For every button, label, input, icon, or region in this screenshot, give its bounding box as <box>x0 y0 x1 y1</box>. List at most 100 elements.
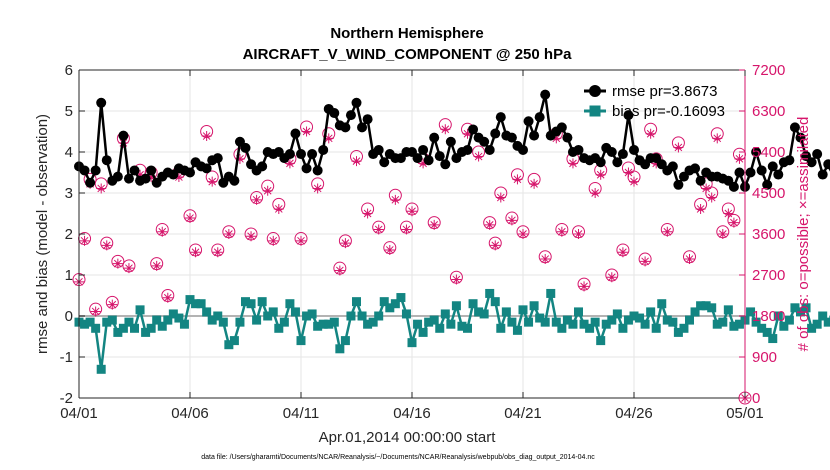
bias-point <box>324 319 334 329</box>
observation-count-markers <box>72 118 752 405</box>
assimilated-obs-marker <box>407 206 417 217</box>
bias-point <box>479 309 489 319</box>
rmse-point <box>506 132 517 143</box>
chart-title-line-2: AIRCRAFT_V_WIND_COMPONENT @ 250 hPa <box>243 46 573 63</box>
bias-point <box>662 315 672 325</box>
assimilated-obs-marker <box>234 153 245 164</box>
assimilated-obs-marker <box>373 224 384 235</box>
assimilated-obs-marker <box>717 229 728 239</box>
assimilated-obs-marker <box>651 158 662 169</box>
x-tick-label: 04/11 <box>283 405 319 422</box>
bias-point <box>118 323 128 333</box>
bias-point <box>91 323 101 333</box>
bias-point <box>424 317 434 327</box>
rmse-point <box>112 171 123 182</box>
assimilated-obs-marker <box>734 153 745 164</box>
bias-point <box>446 319 456 329</box>
bias-point <box>296 336 306 346</box>
rmse-point <box>562 132 573 143</box>
rmse-point <box>434 151 445 162</box>
bias-point <box>229 336 239 346</box>
bias-point <box>263 311 273 321</box>
rmse-point <box>617 149 628 160</box>
assimilated-obs-marker <box>301 126 312 137</box>
bias-point <box>440 309 450 319</box>
bias-point <box>501 307 511 317</box>
bias-point <box>451 301 461 311</box>
bias-point <box>512 325 522 335</box>
assimilated-obs-marker <box>384 244 395 255</box>
assimilated-obs-marker <box>440 124 451 135</box>
rmse-point <box>812 149 823 160</box>
chart-title-line-1: Northern Hemisphere <box>330 25 483 42</box>
bias-point <box>823 317 830 327</box>
assimilated-obs-marker <box>268 235 279 246</box>
right-y-axis-label: # of obs: o=possible; ×=assimilated <box>795 117 812 352</box>
bias-point <box>329 317 339 327</box>
bias-point <box>673 327 683 337</box>
bias-point <box>213 311 223 321</box>
bias-point <box>302 311 312 321</box>
bias-point <box>113 327 123 337</box>
bias-point <box>762 327 772 337</box>
bias-point <box>407 338 417 348</box>
rmse-point <box>728 181 739 192</box>
rmse-point <box>784 155 795 166</box>
rmse-point <box>595 157 606 168</box>
bias-point <box>585 323 595 333</box>
bias-point <box>796 307 805 317</box>
assimilated-obs-marker <box>662 226 673 237</box>
rmse-point <box>612 157 623 168</box>
bias-point <box>557 323 567 333</box>
bias-point <box>729 321 739 331</box>
bias-point <box>818 311 828 321</box>
bias-point <box>146 323 156 333</box>
rmse-point <box>212 153 223 164</box>
bias-point <box>124 317 134 327</box>
bias-point <box>279 317 289 327</box>
assimilated-obs-marker <box>640 256 651 267</box>
bias-point <box>457 321 467 331</box>
assimilated-obs-marker <box>79 235 90 246</box>
bias-point <box>746 307 756 317</box>
bias-point <box>551 317 561 327</box>
rmse-point <box>534 112 545 123</box>
assimilated-obs-marker <box>185 213 195 224</box>
bias-point <box>657 299 667 309</box>
rmse-point <box>773 169 784 180</box>
bias-point <box>157 321 167 331</box>
left-y-tick-label: 5 <box>65 103 73 120</box>
assimilated-obs-marker <box>645 128 656 139</box>
bias-point <box>490 297 500 307</box>
bias-point <box>518 305 528 315</box>
rmse-point <box>329 108 340 119</box>
assimilated-obs-marker <box>573 229 584 239</box>
assimilated-obs-marker <box>590 188 601 198</box>
assimilated-obs-marker <box>695 203 706 214</box>
rmse-point <box>351 97 362 108</box>
bias-point <box>429 315 439 325</box>
bias-point <box>268 307 278 317</box>
rmse-point <box>296 149 306 160</box>
bias-point <box>568 319 578 329</box>
assimilated-obs-marker <box>462 128 473 139</box>
left-y-tick-label: -1 <box>60 349 73 366</box>
bias-point <box>707 303 717 313</box>
bias-point <box>379 297 389 307</box>
bias-point <box>757 323 767 333</box>
rmse-point <box>606 147 617 157</box>
bias-point <box>196 299 206 309</box>
rmse-point <box>490 128 501 139</box>
rmse-point <box>90 165 101 176</box>
right-y-tick-label: 0 <box>752 390 760 407</box>
bias-point <box>596 336 606 346</box>
bias-point <box>218 317 228 327</box>
bias-point <box>474 307 484 317</box>
assimilated-obs-marker <box>123 263 134 274</box>
bias-point <box>418 327 428 337</box>
bias-point <box>224 340 234 350</box>
x-axis-ticks: 04/01 04/06 04/11 04/16 04/21 04/26 05/01 <box>60 70 764 422</box>
assimilated-obs-marker <box>340 238 351 249</box>
assimilated-obs-marker <box>556 226 567 237</box>
bias-point <box>152 315 162 325</box>
